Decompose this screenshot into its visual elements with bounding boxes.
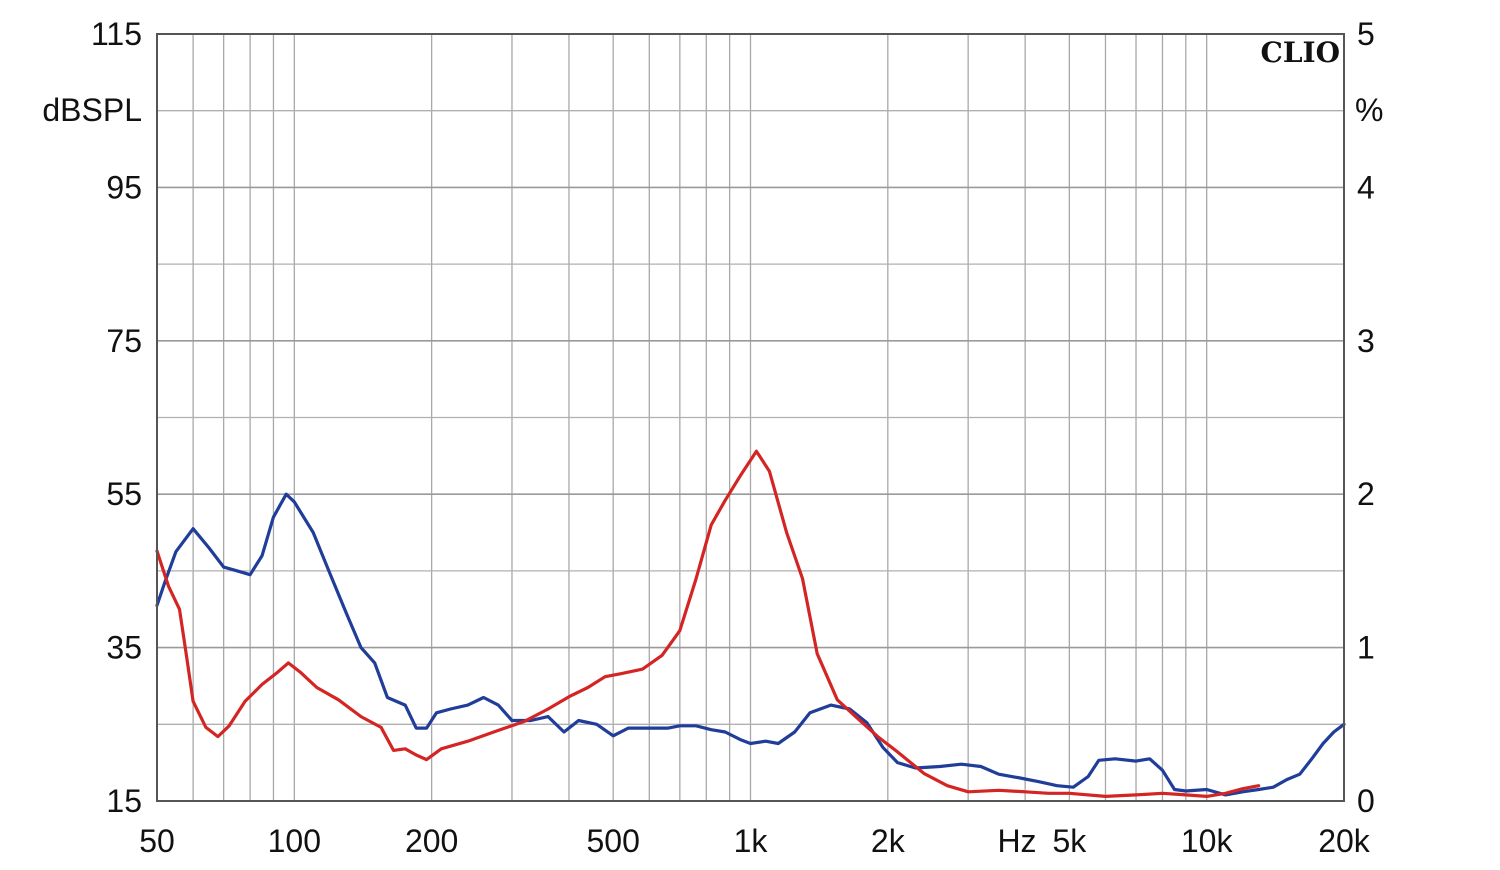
y-right-tick-label: 3 [1357,323,1375,359]
plot-frame [156,33,1345,802]
y-left-tick-label: 95 [106,169,142,205]
y-right-tick-label: 2 [1357,476,1375,512]
y-left-unit-label: dBSPL [42,92,142,128]
x-tick-label: 100 [268,823,321,859]
x-tick-label: 5k [1052,823,1087,859]
series-layer [155,449,1346,799]
x-tick-label: 1k [734,823,769,859]
y-right-tick-label: 5 [1357,16,1375,52]
spl-curve [155,492,1346,797]
x-tick-label: 2k [871,823,906,859]
distortion-curve [155,449,1261,799]
y-right-tick-label: 0 [1357,783,1375,819]
y-left-tick-label: 75 [106,323,142,359]
major-grid [157,186,1344,649]
y-left-tick-label: 115 [91,16,142,52]
y-left-tick-labels: 115 95 75 55 35 15 [91,16,142,819]
x-tick-label: 200 [405,823,458,859]
y-left-tick-label: 35 [106,630,142,666]
x-tick-label: 500 [586,823,639,859]
y-left-tick-label: 55 [106,476,142,512]
y-right-tick-label: 4 [1357,169,1375,205]
x-tick-label: 20k [1318,823,1371,859]
x-tick-label: 50 [139,823,175,859]
y-right-tick-labels: 5 4 3 2 1 0 [1357,16,1375,819]
x-unit-label: Hz [997,823,1036,859]
minor-grid [157,34,1344,801]
y-left-tick-label: 15 [106,783,142,819]
clio-brand-logo: CLIO [1261,36,1340,69]
y-right-tick-label: 1 [1357,630,1375,666]
x-tick-labels: 50 100 200 500 1k 2k 5k 10k 20k [139,823,1371,859]
y-right-unit-label: % [1355,92,1383,128]
x-tick-label: 10k [1181,823,1234,859]
